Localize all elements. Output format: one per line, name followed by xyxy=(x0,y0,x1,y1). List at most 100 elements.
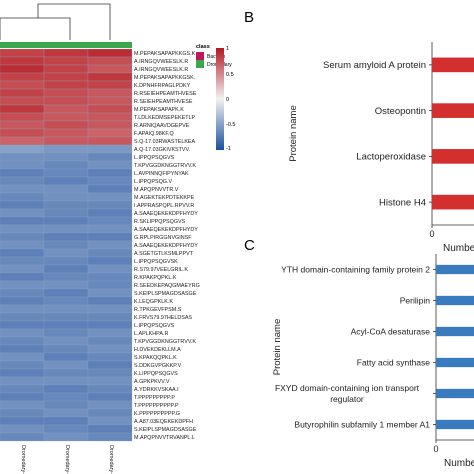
heatmap-row-label: M.PEPAKSAPAPK.K xyxy=(134,107,184,113)
heatmap-row-label: M.PEPAKSAPAPKKGSK. xyxy=(134,75,195,81)
heatmap-row-label: L.IPPQPSQGVSK xyxy=(134,259,178,265)
heatmap-column-label: Dromedary-1 xyxy=(64,445,70,474)
heatmap-cell xyxy=(43,400,89,410)
heatmap-cell xyxy=(87,64,133,74)
heatmap-cell xyxy=(0,160,45,170)
heatmap-cell xyxy=(87,248,133,258)
heatmap-row-label: A.SAAEQEKEKDPFHYDY xyxy=(134,243,198,249)
category-label: Histone H4 xyxy=(379,197,426,208)
heatmap-cell xyxy=(43,208,89,218)
bar xyxy=(432,103,474,118)
bar-chart-c: YTH domain-containing family protein 2 Pe… xyxy=(272,254,474,469)
heatmap-cell xyxy=(87,416,133,426)
heatmap-cell xyxy=(43,104,89,114)
heatmap-row-label: R.KPAKPQPKL.K xyxy=(134,275,177,281)
heatmap-cell xyxy=(0,64,45,74)
heatmap-cell xyxy=(87,152,133,162)
category-label: Lactoperoxidase xyxy=(356,152,426,163)
heatmap-cell xyxy=(87,120,133,130)
y-axis-title: Protein name xyxy=(288,105,299,162)
heatmap-cell xyxy=(0,336,45,346)
heatmap-cell xyxy=(0,320,45,330)
x-axis-title: Numbe xyxy=(444,458,474,469)
heatmap-cell xyxy=(87,48,133,58)
heatmap-cell xyxy=(0,256,45,266)
heatmap-cell xyxy=(0,272,45,282)
heatmap-cell xyxy=(0,352,45,362)
heatmap-cell xyxy=(0,136,45,146)
heatmap-cell xyxy=(87,232,133,242)
heatmap-cell xyxy=(0,368,45,378)
heatmap-cell xyxy=(87,352,133,362)
category-label: Serum amyloid A protein xyxy=(323,60,426,71)
heatmap-row-label: L.IPPQPSQGVS xyxy=(134,323,175,329)
colorbar xyxy=(216,48,224,150)
heatmap-cell xyxy=(43,320,89,330)
category-label: Acyl-CoA desaturase xyxy=(351,326,431,336)
heatmap-cell xyxy=(87,256,133,266)
heatmap-cell xyxy=(43,384,89,394)
heatmap-cell xyxy=(87,168,133,178)
heatmap-cell xyxy=(0,208,45,218)
heatmap-panel: M.PEPAKSAPAPKKGS.K A.IRNGQVWEESLK.R A.IRNG… xyxy=(0,3,235,474)
heatmap-cell xyxy=(43,256,89,266)
heatmap-cell xyxy=(43,344,89,354)
colorbar-tick: -0.5 xyxy=(226,122,235,128)
heatmap-cell xyxy=(43,408,89,418)
heatmap-cell xyxy=(43,192,89,202)
heatmap-row-label: S.Q-17.03RWASTELKEA xyxy=(134,139,196,145)
heatmap-cell xyxy=(87,288,133,298)
heatmap-cell xyxy=(43,368,89,378)
bar xyxy=(432,194,474,210)
heatmap-row-label: A.GPKPKVV.V xyxy=(134,379,170,385)
heatmap-row-label: L.AVPINNQFIPYNYAK xyxy=(134,171,189,177)
colorbar-tick: -1 xyxy=(226,146,231,152)
heatmap-cell xyxy=(0,304,45,314)
heatmap-row-label: T.KPVGGDKNGGTRVV.K xyxy=(134,163,196,169)
heatmap-cell xyxy=(87,224,133,234)
heatmap-cell xyxy=(0,424,45,434)
heatmap-cell xyxy=(43,200,89,210)
heatmap-cell xyxy=(43,352,89,362)
heatmap-row-label: A.SAAEQEKEKDPFHYDY xyxy=(134,227,198,233)
heatmap-column-label: Dromedary-2 xyxy=(108,445,114,474)
heatmap-cell xyxy=(0,328,45,338)
colorbar-tick: 0.5 xyxy=(226,72,234,78)
heatmap-row-label: A.SGETGTLKSMLPPVT xyxy=(134,251,194,257)
bar xyxy=(436,357,474,368)
heatmap-row-label: A.IRNGQVWEESLK.R xyxy=(134,59,188,65)
heatmap-cell xyxy=(43,224,89,234)
bar xyxy=(436,264,474,275)
heatmap-cell xyxy=(43,160,89,170)
bar xyxy=(432,57,474,73)
heatmap-cell xyxy=(0,400,45,410)
heatmap-cell xyxy=(87,88,133,98)
heatmap-cell xyxy=(87,432,133,442)
heatmap-cell xyxy=(43,152,89,162)
heatmap-row-label: L.IPPQPSQG.V xyxy=(134,179,172,185)
heatmap-cell xyxy=(0,264,45,274)
heatmap-cell xyxy=(43,96,89,106)
bar xyxy=(432,149,474,164)
heatmap-cell xyxy=(43,112,89,122)
heatmap-cell xyxy=(87,72,133,82)
heatmap-cell xyxy=(0,280,45,290)
heatmap-cell xyxy=(0,232,45,242)
bar xyxy=(436,295,474,306)
heatmap-cell xyxy=(87,144,133,154)
x-tick-label: 0 xyxy=(433,444,438,454)
heatmap-cell xyxy=(43,184,89,194)
heatmap-row-label: L.APLKHPA.R xyxy=(134,331,168,337)
heatmap-row-label: A.IRNGQVWEESLK.R xyxy=(134,67,188,73)
heatmap-cell xyxy=(0,392,45,402)
heatmap-cell xyxy=(87,400,133,410)
heatmap-cell xyxy=(0,120,45,130)
heatmap-cell xyxy=(43,272,89,282)
heatmap-row-label: R.SKLIPPQPSQGVS xyxy=(134,219,186,225)
heatmap-cell xyxy=(87,264,133,274)
heatmap-row-label: K.LEQGPKLK.K xyxy=(134,299,173,305)
category-label: Perilipin xyxy=(400,295,431,305)
heatmap-cells xyxy=(0,48,133,442)
heatmap-row-label: S.KEIPLSPMAGDSASGE xyxy=(134,291,197,297)
